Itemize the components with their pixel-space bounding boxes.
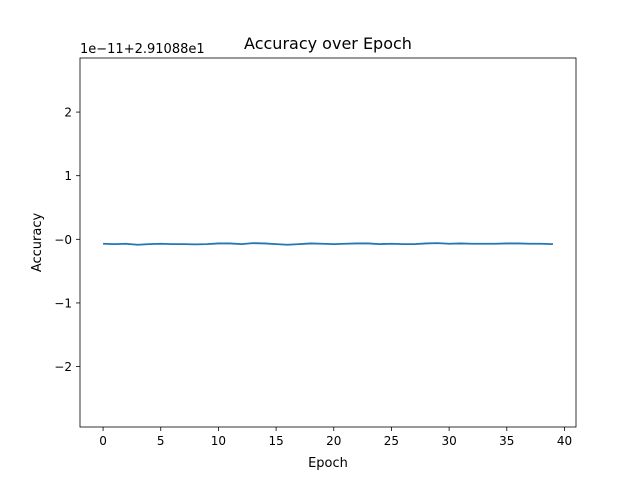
series-line bbox=[103, 242, 553, 246]
x-tick-label: 25 bbox=[384, 434, 399, 448]
x-ticks: 0 5 10 15 20 25 30 35 40 bbox=[99, 427, 572, 448]
y-ticks: 2 1 −0 −1 −2 bbox=[54, 106, 80, 374]
x-tick-label: 40 bbox=[557, 434, 572, 448]
x-tick-label: 15 bbox=[268, 434, 283, 448]
x-tick-label: 20 bbox=[326, 434, 341, 448]
y-tick-label: −0 bbox=[54, 233, 72, 247]
plot-area bbox=[80, 58, 576, 427]
x-tick-label: 0 bbox=[99, 434, 107, 448]
y-tick-label: 1 bbox=[64, 169, 72, 183]
y-offset-label: 1e−11+2.91088e1 bbox=[80, 42, 205, 57]
axes-frame bbox=[79, 57, 577, 428]
x-axis-label: Epoch bbox=[308, 456, 348, 471]
x-tick-label: 10 bbox=[211, 434, 226, 448]
series-layer bbox=[103, 242, 553, 246]
y-axis-label: Accuracy bbox=[30, 213, 45, 273]
y-tick-label: −1 bbox=[54, 296, 72, 310]
x-tick-label: 5 bbox=[157, 434, 165, 448]
y-tick-label: 2 bbox=[64, 106, 72, 120]
y-tick-label: −2 bbox=[54, 360, 72, 374]
x-tick-label: 30 bbox=[441, 434, 456, 448]
chart-title: Accuracy over Epoch bbox=[244, 34, 412, 53]
x-tick-label: 35 bbox=[499, 434, 514, 448]
